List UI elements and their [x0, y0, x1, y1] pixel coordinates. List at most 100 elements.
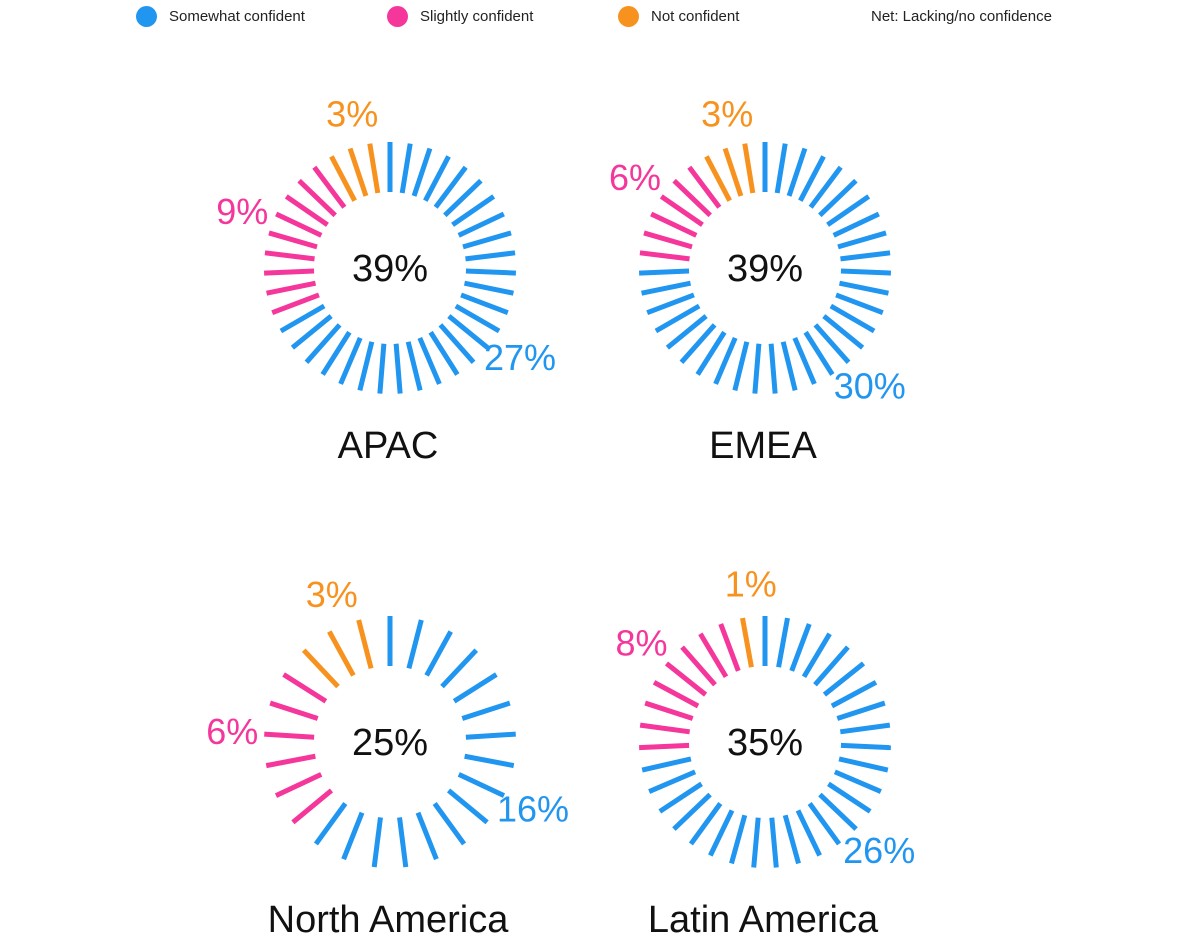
segment-label-not: 3% — [326, 94, 378, 135]
bar-slightly — [687, 165, 722, 209]
segment-label-slightly: 6% — [609, 157, 661, 198]
bar-somewhat — [801, 632, 832, 679]
bar-somewhat — [304, 323, 342, 364]
bar-somewhat — [451, 194, 496, 227]
bar-somewhat — [646, 292, 695, 316]
region-label: Latin America — [648, 899, 879, 940]
bar-somewhat — [822, 314, 865, 350]
bar-somewhat — [679, 323, 717, 364]
bar-slightly — [268, 230, 318, 250]
net-value-label: 25% — [352, 722, 428, 764]
bar-somewhat — [807, 802, 842, 846]
legend-label: Somewhat confident — [169, 7, 305, 25]
bar-somewhat — [833, 769, 882, 794]
bar-somewhat — [290, 314, 333, 350]
bar-somewhat — [786, 147, 808, 197]
bar-somewhat — [454, 303, 501, 334]
bar-slightly — [264, 250, 315, 262]
bar-somewhat — [461, 700, 511, 721]
bar-somewhat — [813, 645, 850, 687]
bar-somewhat — [838, 280, 889, 296]
bar-slightly — [659, 194, 704, 227]
bar-somewhat — [830, 680, 878, 709]
segment-label-not: 1% — [725, 564, 777, 605]
segment-label-not: 3% — [306, 574, 358, 615]
bar-somewhat — [457, 211, 505, 238]
bar-slightly — [644, 700, 694, 721]
bar-slightly — [275, 211, 323, 238]
bar-somewhat — [665, 314, 708, 350]
bar-somewhat — [641, 280, 692, 296]
bar-slightly — [265, 753, 316, 769]
bar-somewhat — [423, 155, 451, 202]
bar-slightly — [274, 772, 323, 798]
bar-slightly — [297, 178, 337, 218]
bar-somewhat — [695, 330, 727, 376]
legend-item-not-confident: Not confident — [618, 4, 739, 28]
bar-slightly — [643, 230, 693, 250]
bar-somewhat — [433, 165, 468, 209]
legend-item-somewhat-confident: Somewhat confident — [136, 4, 305, 28]
segment-label-slightly: 9% — [216, 191, 268, 232]
bar-not — [367, 143, 381, 194]
legend-label: Not confident — [651, 7, 740, 25]
bar-somewhat — [840, 268, 892, 276]
bar-not — [740, 617, 754, 668]
bar-slightly — [264, 731, 315, 740]
bar-somewhat — [713, 336, 738, 385]
bar-somewhat — [658, 781, 703, 814]
bar-somewhat — [399, 143, 413, 194]
bar-slightly — [698, 632, 729, 679]
bar-somewhat — [768, 343, 778, 394]
segment-label-somewhat: 16% — [497, 788, 569, 829]
net-value-label: 39% — [352, 248, 428, 290]
bar-not — [704, 155, 732, 202]
legend: Somewhat confident Slightly confident No… — [0, 4, 1200, 28]
bar-somewhat — [822, 661, 866, 697]
bar-somewhat — [808, 165, 843, 209]
bar-somewhat — [638, 268, 690, 276]
bar-slightly — [291, 788, 334, 825]
bar-somewhat — [827, 781, 872, 814]
bar-somewhat — [803, 330, 835, 376]
radial-chart-2: 25% North America 16% 6% 3% — [206, 574, 569, 940]
bar-slightly — [269, 700, 319, 721]
bar-somewhat — [672, 792, 712, 831]
bar-somewhat — [432, 802, 467, 846]
bar-slightly — [664, 661, 708, 697]
bar-somewhat — [447, 314, 490, 350]
bar-somewhat — [397, 817, 409, 868]
bar-not — [347, 147, 369, 197]
bar-somewhat — [452, 672, 498, 704]
bar-somewhat — [377, 343, 387, 394]
bar-somewhat — [782, 814, 801, 865]
legend-dot-not-icon — [618, 5, 639, 27]
bar-somewhat — [463, 280, 514, 296]
radial-chart-1: 39% EMEA 30% 6% 3% — [609, 94, 906, 467]
segment-label-slightly: 6% — [206, 711, 258, 752]
bar-somewhat — [462, 230, 512, 250]
bar-slightly — [639, 742, 690, 751]
bar-somewhat — [813, 323, 851, 364]
radial-chart-3: 35% Latin America 26% 8% 1% — [615, 564, 915, 940]
bar-somewhat — [393, 343, 403, 394]
bar-somewhat — [829, 303, 876, 334]
bar-somewhat — [838, 756, 889, 773]
legend-item-slightly-confident: Slightly confident — [387, 4, 533, 28]
bar-somewhat — [313, 802, 348, 846]
bar-somewhat — [839, 722, 891, 735]
bar-somewhat — [338, 336, 363, 385]
segment-label-somewhat: 27% — [484, 337, 556, 378]
bar-somewhat — [708, 809, 735, 857]
bar-somewhat — [729, 814, 748, 865]
bar-somewhat — [415, 811, 439, 861]
bar-somewhat — [769, 817, 779, 868]
bar-somewhat — [836, 700, 886, 721]
bar-slightly — [650, 211, 698, 238]
bar-somewhat — [798, 155, 826, 202]
region-label: EMEA — [709, 425, 817, 467]
bar-somewhat — [648, 769, 697, 794]
bar-somewhat — [818, 792, 858, 831]
bar-somewhat — [443, 178, 483, 218]
bar-somewhat — [826, 194, 871, 227]
